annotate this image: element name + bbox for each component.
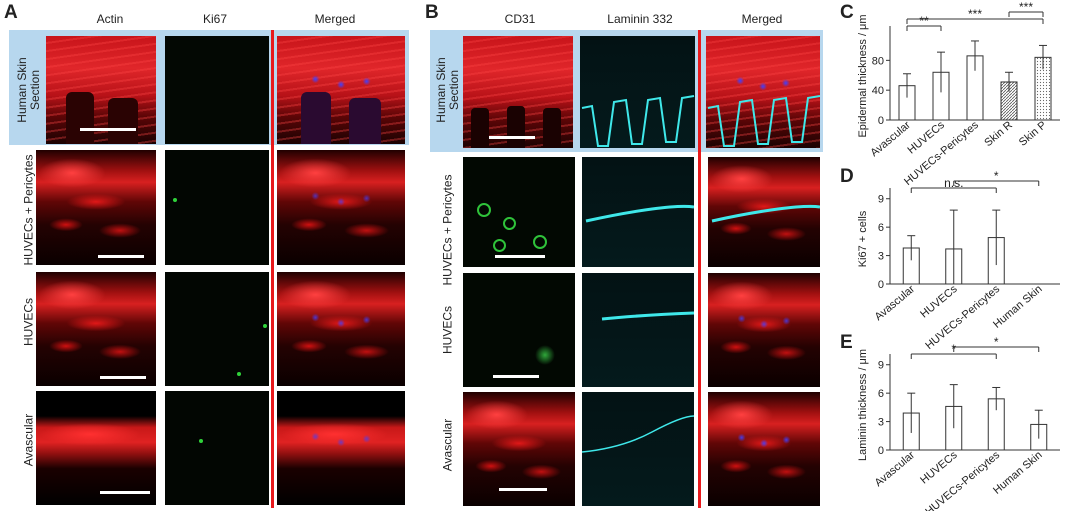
merged-image-huvecs-pericytes-b	[708, 157, 820, 267]
scale-bar	[495, 255, 545, 258]
sig-label-c: **	[919, 14, 929, 28]
merged-image-human-skin	[277, 36, 405, 144]
y-tick-label-d: 0	[878, 279, 884, 291]
scale-bar	[493, 375, 539, 378]
panel-label-b: B	[425, 2, 439, 23]
cd31-image-huvecs-pericytes	[463, 157, 575, 267]
y-tick-label-d: 6	[878, 222, 884, 234]
x-category-label-d-1: HUVECs	[918, 283, 960, 321]
scale-bar	[100, 491, 150, 494]
laminin-image-huvecs	[582, 273, 694, 387]
sig-label-e: *	[994, 335, 999, 349]
scale-bar	[98, 255, 144, 258]
y-axis-label-e: Laminin thickness / μm	[857, 349, 869, 461]
y-tick-label-c: 0	[878, 115, 884, 127]
divider-red-line-b	[698, 30, 701, 508]
merged-image-avascular	[277, 391, 405, 505]
column-header-ki67: Ki67	[202, 12, 228, 26]
x-category-label-e-2: HUVECs-Pericytes	[923, 449, 1002, 511]
y-axis-label-c: Epidermal thickness / μm	[857, 14, 869, 137]
panel-label-d: D	[840, 166, 854, 187]
y-tick-label-c: 80	[872, 55, 884, 67]
laminin-image-avascular	[582, 392, 694, 506]
scale-bar	[489, 136, 535, 139]
sig-label-d: *	[994, 169, 999, 183]
laminin-image-human-skin	[580, 36, 695, 148]
y-tick-label-d: 3	[878, 251, 884, 263]
divider-red-line-a	[271, 30, 274, 508]
ki67-image-human-skin	[165, 36, 269, 144]
y-axis-label-d: Ki67 + cells	[857, 210, 869, 267]
row-label-avascular: Avascular	[21, 413, 36, 467]
actin-image-avascular	[36, 391, 156, 505]
column-header-merged-b: Merged	[741, 12, 783, 26]
x-category-label-c-4: Skin P	[1017, 119, 1049, 149]
merged-image-huvecs	[277, 272, 405, 386]
ki67-image-huvecs-pericytes	[165, 150, 269, 265]
row-label-human-skin: Human Skin Section	[15, 57, 42, 123]
merged-image-huvecs-b	[708, 273, 820, 387]
column-header-merged: Merged	[314, 12, 356, 26]
scale-bar	[499, 488, 547, 491]
x-category-label-c-0: Avascular	[868, 119, 913, 159]
x-category-label-e-1: HUVECs	[918, 449, 960, 487]
actin-image-huvecs-pericytes	[36, 150, 156, 265]
merged-image-huvecs-pericytes	[277, 150, 405, 265]
ki67-image-huvecs	[165, 272, 269, 386]
cd31-image-huvecs	[463, 273, 575, 387]
row-label-avascular-b: Avascular	[440, 418, 455, 472]
panel-label-c: C	[840, 2, 854, 23]
scale-bar	[80, 128, 136, 131]
column-header-laminin: Laminin 332	[607, 12, 673, 26]
merged-image-human-skin-b	[706, 36, 820, 148]
row-label-huvecs-pericytes-b: HUVECs + Pericytes	[440, 174, 455, 286]
x-category-label-c-3: Skin R	[982, 119, 1015, 149]
y-tick-label-e: 3	[878, 417, 884, 429]
ki67-image-avascular	[165, 391, 269, 505]
panel-label-a: A	[4, 2, 18, 23]
panel-label-e: E	[840, 332, 853, 353]
cd31-image-human-skin	[463, 36, 573, 148]
actin-image-human-skin	[46, 36, 156, 144]
y-tick-label-d: 9	[878, 194, 884, 206]
cd31-image-avascular	[463, 392, 575, 506]
column-header-actin: Actin	[96, 12, 124, 26]
sig-label-c: ***	[968, 7, 982, 21]
row-label-huvecs-pericytes: HUVECs + Pericytes	[21, 154, 36, 266]
y-tick-label-e: 9	[878, 360, 884, 372]
y-tick-label-e: 0	[878, 445, 884, 457]
scale-bar	[100, 376, 146, 379]
sig-label-c: ***	[1019, 0, 1033, 14]
laminin-image-huvecs-pericytes	[582, 157, 694, 267]
y-tick-label-c: 40	[872, 85, 884, 97]
actin-image-huvecs	[36, 272, 156, 386]
row-label-huvecs-b: HUVECs	[440, 305, 455, 355]
merged-image-avascular-b	[708, 392, 820, 506]
column-header-cd31: CD31	[504, 12, 536, 26]
row-label-huvecs: HUVECs	[21, 297, 36, 347]
x-category-label-d-2: HUVECs-Pericytes	[923, 283, 1002, 352]
y-tick-label-e: 6	[878, 388, 884, 400]
row-label-human-skin-b: Human Skin Section	[434, 57, 461, 123]
